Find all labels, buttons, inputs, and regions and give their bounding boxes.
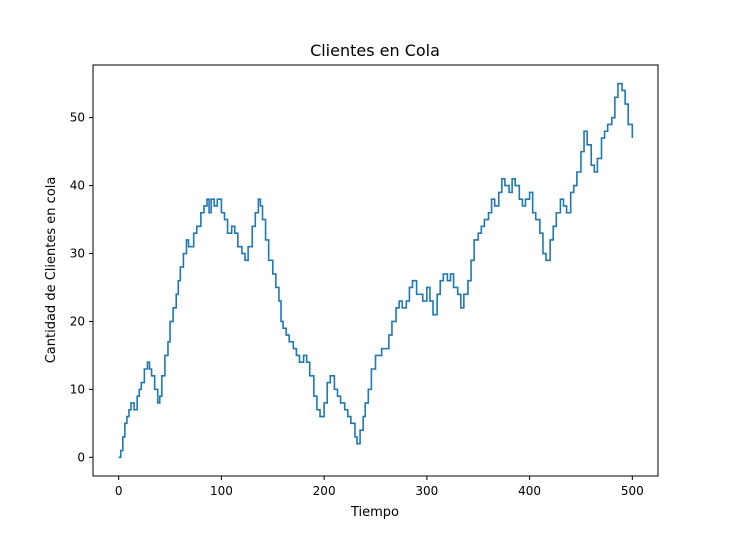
x-axis: 0 100 200 300 400 500 <box>115 476 644 498</box>
y-tick-label: 0 <box>77 450 85 464</box>
x-tick-label: 400 <box>518 484 541 498</box>
y-tick-label: 10 <box>70 382 85 396</box>
series-line-0 <box>118 82 634 459</box>
plot-area <box>118 82 634 459</box>
x-tick-label: 100 <box>210 484 233 498</box>
x-tick-label: 0 <box>115 484 123 498</box>
x-tick-label: 500 <box>621 484 644 498</box>
y-tick-label: 30 <box>70 247 85 261</box>
x-tick-label: 300 <box>415 484 438 498</box>
y-axis-label: Cantidad de Clientes en cola <box>44 177 59 364</box>
chart-title: Clientes en Cola <box>310 41 440 60</box>
y-tick-label: 50 <box>70 111 85 125</box>
y-tick-label: 20 <box>70 314 85 328</box>
y-axis: 0 10 20 30 40 50 <box>70 111 93 464</box>
x-axis-label: Tiempo <box>350 505 399 520</box>
axes-frame <box>92 64 659 477</box>
x-tick-label: 200 <box>313 484 336 498</box>
y-tick-label: 40 <box>70 179 85 193</box>
